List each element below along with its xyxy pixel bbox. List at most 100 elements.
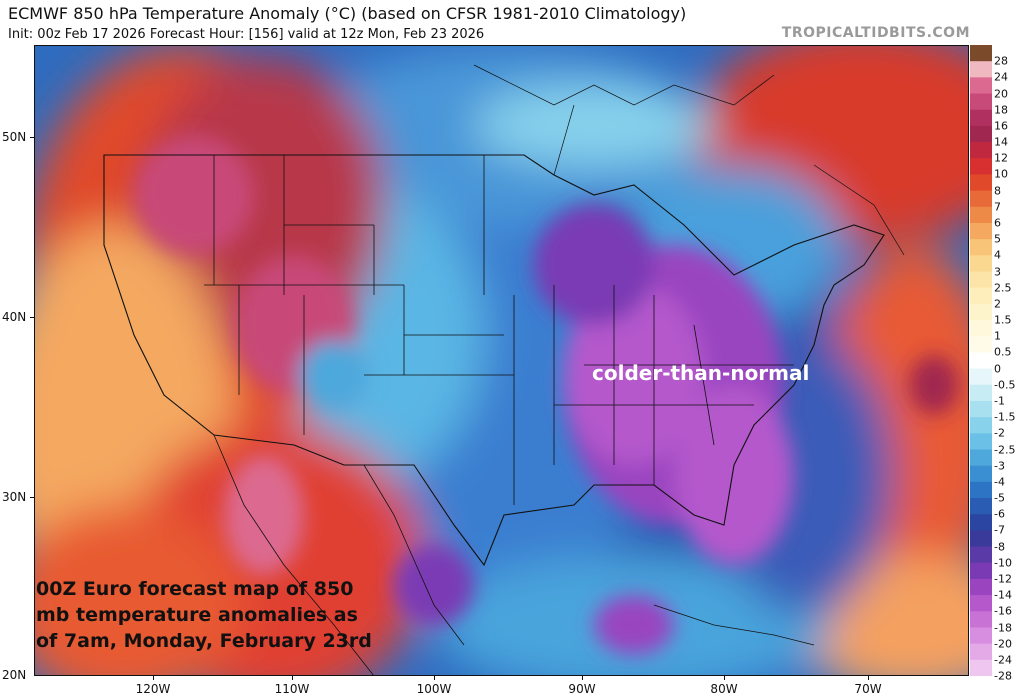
colorbar-swatch: [970, 93, 992, 111]
colorbar-swatch: [970, 659, 992, 676]
colorbar-swatch: [970, 77, 992, 95]
colorbar-label: -6: [994, 507, 1005, 521]
colorbar-label: 2: [994, 297, 1001, 311]
colorbar-label: -3: [994, 459, 1005, 473]
colorbar-label: -1.5: [994, 410, 1016, 424]
lon-tick: [292, 676, 293, 680]
colorbar-label: 6: [994, 216, 1001, 230]
colorbar-label: 1: [994, 329, 1001, 343]
colorbar-swatch: [970, 45, 992, 62]
colorbar-swatch: [970, 562, 992, 580]
colorbar-swatch: [970, 417, 992, 434]
colorbar-swatch: [970, 255, 992, 273]
colorbar-label: 0: [994, 362, 1001, 376]
lon-label-110w: 110W: [274, 682, 310, 696]
colorbar-label: -7: [994, 523, 1005, 537]
lon-label-80w: 80W: [710, 682, 738, 696]
colorbar-label: -0.5: [994, 378, 1016, 392]
colorbar-swatch: [970, 336, 992, 353]
colorbar-swatch: [970, 368, 992, 386]
colorbar-label: 7: [994, 200, 1001, 214]
colorbar-swatch: [970, 643, 992, 661]
colorbar-swatch: [970, 271, 992, 289]
colorbar-swatch: [970, 320, 992, 337]
lat-tick: [30, 497, 34, 498]
colorbar-label: -5: [994, 491, 1005, 505]
colorbar-label: 8: [994, 184, 1001, 198]
colorbar-label: 5: [994, 232, 1001, 246]
colorbar-swatch: [970, 158, 992, 175]
colorbar-swatch: [970, 627, 992, 645]
colorbar-label: -2: [994, 426, 1005, 440]
lat-label-20n: 20N: [2, 668, 27, 682]
colorbar-swatch: [970, 449, 992, 467]
colorbar-label: -12: [994, 572, 1012, 586]
colorbar-swatch: [970, 578, 992, 596]
lat-label-30n: 30N: [2, 490, 27, 504]
lon-tick: [153, 676, 154, 680]
colorbar-label: -24: [994, 653, 1012, 667]
colorbar-swatch: [970, 303, 992, 321]
colder-than-normal-annotation: colder-than-normal: [592, 361, 810, 385]
lon-tick: [724, 676, 725, 680]
colorbar-label: 14: [994, 135, 1008, 149]
colorbar-swatch: [970, 206, 992, 224]
colorbar-swatch: [970, 125, 992, 143]
colorbar-swatch: [970, 384, 992, 402]
colorbar-swatch: [970, 546, 992, 564]
colorbar-labels: 28 24 20 18 16 14 12 10 8 7 6 5 4 3 2.5 2 1.5 1 0.5 0 -0.5 -1…: [994, 45, 1024, 683]
colorbar-swatch: [970, 61, 992, 78]
lon-label-100w: 100W: [416, 682, 452, 696]
colorbar-label: 10: [994, 167, 1008, 181]
colorbar-label: -18: [994, 621, 1012, 634]
colorbar-label: 3: [994, 265, 1001, 278]
colorbar-label: -10: [994, 556, 1012, 570]
brand-watermark: TROPICALTIDBITS.COM: [781, 25, 970, 41]
lon-label-70w: 70W: [854, 682, 882, 696]
colorbar-swatch: [970, 433, 992, 450]
colorbar-swatch: [970, 190, 992, 208]
lon-tick: [868, 676, 869, 680]
colorbar-swatch: [970, 611, 992, 628]
colorbar-label: 2.5: [994, 281, 1012, 295]
map-caption: 00Z Euro forecast map of 850 mb temperat…: [36, 578, 372, 652]
colorbar-swatch: [970, 142, 992, 159]
colorbar-label: 16: [994, 119, 1008, 133]
colorbar-label: 1.5: [994, 313, 1012, 327]
colorbar-label: -16: [994, 604, 1012, 618]
colorbar-label: -14: [994, 588, 1012, 602]
colorbar-label: 0.5: [994, 345, 1012, 359]
lat-tick: [30, 137, 34, 138]
lon-tick: [434, 676, 435, 680]
colorbar-swatch: [970, 109, 992, 127]
lat-label-40n: 40N: [2, 310, 27, 324]
colorbar: [970, 45, 992, 676]
lon-tick: [582, 676, 583, 680]
colorbar-label: -8: [994, 540, 1005, 554]
colorbar-swatch: [970, 174, 992, 192]
colorbar-swatch: [970, 222, 992, 240]
colorbar-swatch: [970, 352, 992, 370]
colorbar-label: 18: [994, 103, 1008, 117]
colorbar-label: 4: [994, 248, 1001, 262]
colorbar-swatch: [970, 400, 992, 418]
colorbar-label: -1: [994, 394, 1005, 408]
colorbar-swatch: [970, 595, 992, 612]
colorbar-label: -20: [994, 637, 1012, 651]
colorbar-swatch: [970, 465, 992, 483]
colorbar-swatch: [970, 239, 992, 256]
colorbar-label: -2.5: [994, 443, 1016, 456]
map-title: ECMWF 850 hPa Temperature Anomaly (°C) (…: [8, 4, 687, 23]
lat-label-50n: 50N: [2, 130, 27, 144]
anomaly-map: [34, 45, 969, 676]
colorbar-swatch: [970, 530, 992, 548]
lon-label-90w: 90W: [568, 682, 596, 696]
colorbar-label: 24: [994, 70, 1008, 84]
lat-tick: [30, 317, 34, 318]
map-subtitle: Init: 00z Feb 17 2026 Forecast Hour: [15…: [8, 27, 485, 42]
colorbar-swatch: [970, 498, 992, 515]
colorbar-swatch: [970, 514, 992, 531]
colorbar-label: 28: [994, 54, 1008, 68]
colorbar-label: -4: [994, 475, 1005, 489]
colorbar-label: -28: [994, 669, 1012, 683]
